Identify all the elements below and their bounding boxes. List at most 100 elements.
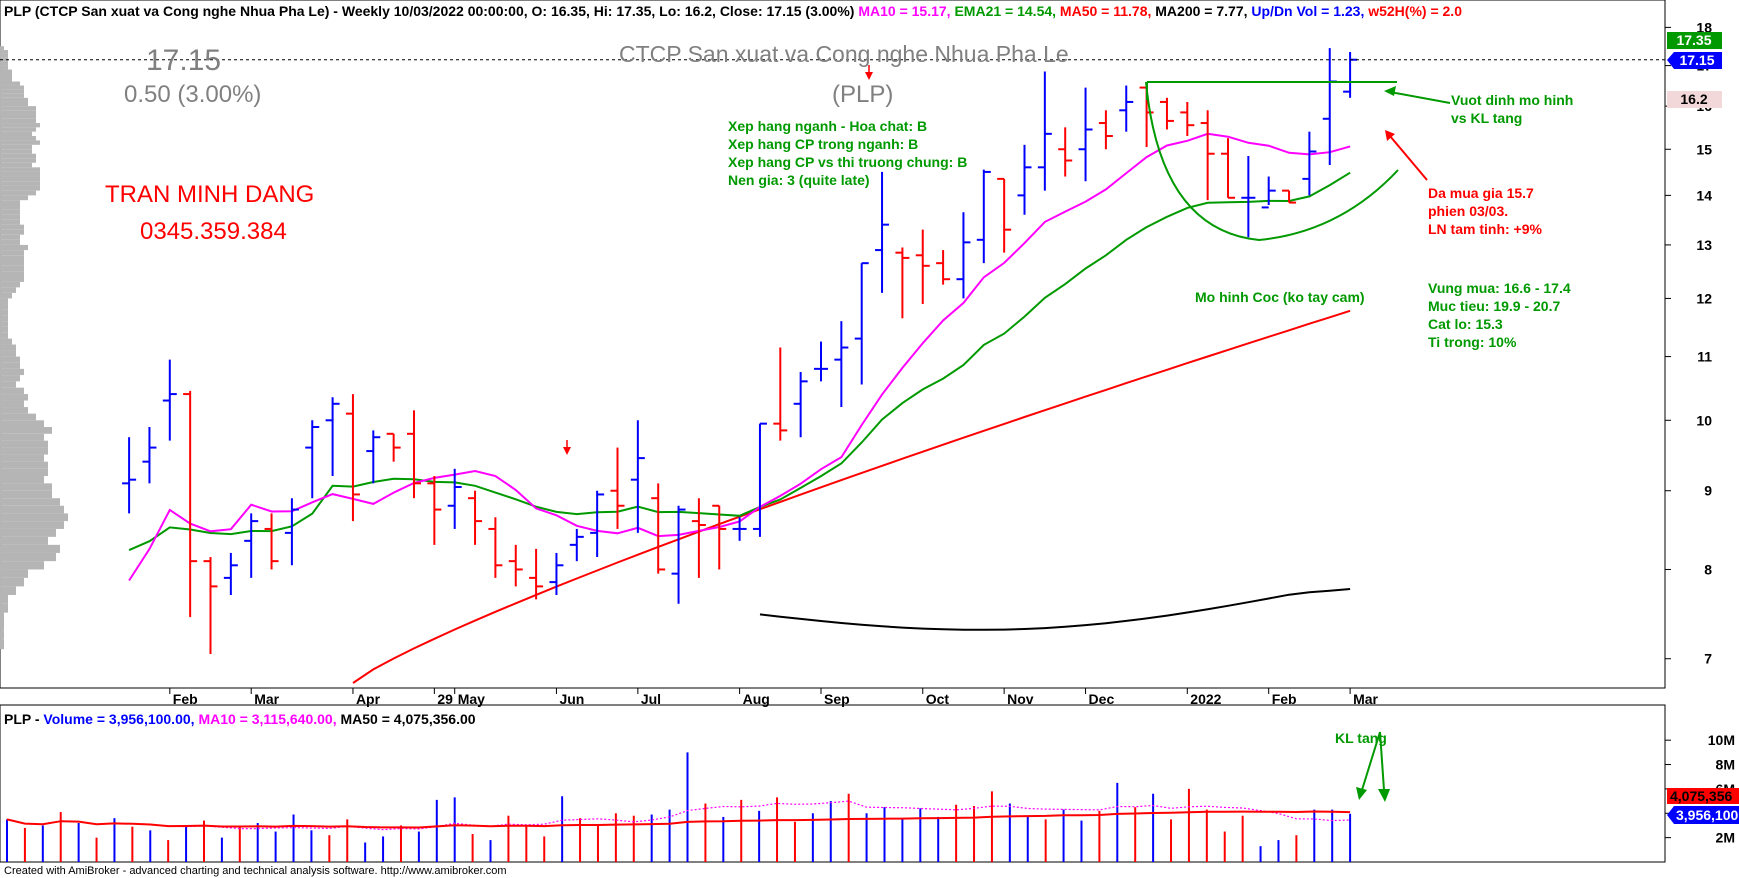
breakout-line: vs KL tang (1451, 110, 1522, 126)
volume-profile-bin (0, 214, 20, 220)
volume-profile-bin (0, 350, 16, 357)
x-tick-label: Mar (254, 691, 279, 707)
vol-ma50-label-bg (1667, 788, 1739, 804)
plan-line: Ti trong: 10% (1428, 334, 1517, 350)
volume-panel-frame (0, 704, 1666, 863)
bought-annotation: Da mua gia 15.7 phien 03/03. LN tam tinh… (1428, 185, 1543, 237)
volume-profile-bin (0, 229, 24, 235)
volume-ma50-line (6, 810, 1351, 829)
author-phone: 0345.359.384 (140, 218, 287, 245)
volume-profile-bin (0, 101, 28, 107)
cup-arc (1145, 81, 1399, 242)
pattern-annotation: Mo hinh Coc (ko tay cam) (1195, 289, 1365, 305)
volume-profile-bin (0, 260, 24, 266)
price-x-axis: Feb Mar Apr 29 May Jun Jul Aug Sep Oct Nov Dec 2022 F… (169, 688, 1379, 707)
volume-profile-bin (0, 454, 44, 462)
ticker-overlay: (PLP) (832, 81, 893, 108)
volume-profile-bin (0, 265, 24, 272)
plan-annotation: Vung mua: 16.6 - 17.4 Muc tieu: 19.9 - 2… (1428, 280, 1571, 350)
volume-profile-bin (0, 149, 32, 154)
volume-profile-bin (0, 93, 24, 98)
volume-profile-bin (0, 255, 24, 261)
volume-profile-bin (0, 73, 12, 78)
volume-profile-bin (0, 50, 8, 54)
volume-profile-bin (0, 447, 48, 455)
breakout-arrow (1389, 91, 1451, 104)
volume-profile-bin (0, 89, 24, 94)
bought-arrowhead (1385, 130, 1395, 141)
vol-label: 3,956,100 (1676, 807, 1738, 823)
y-tick-label: 8 (1704, 561, 1712, 577)
volume-profile-bin (0, 200, 20, 205)
volume-profile-bin (0, 362, 20, 369)
bought-line: phien 03/03. (1428, 203, 1508, 219)
volume-profile-bin (0, 407, 28, 414)
volume-profile-bin (0, 639, 4, 650)
plan-line: Cat lo: 15.3 (1428, 316, 1503, 332)
volume-ma10-line (6, 800, 1351, 831)
high-price-label: 17.35 (1676, 32, 1711, 48)
y-tick-label: 9 (1704, 483, 1712, 499)
vol-arrowhead-2 (1378, 789, 1390, 802)
y-tick-label: 13 (1696, 237, 1712, 253)
volume-profile-bin (0, 158, 36, 163)
x-tick-label: Mar (1353, 691, 1378, 707)
volume-profile-bin (0, 131, 32, 137)
volume-profile-bin (0, 162, 32, 168)
header-volume-line: PLP - Volume = 3,956,100.00, MA10 = 3,11… (4, 711, 476, 727)
bought-line: LN tam tinh: +9% (1428, 221, 1543, 237)
y-tick-label: 7 (1704, 651, 1712, 667)
volume-profile-bin (0, 577, 24, 587)
company-name-overlay: CTCP San xuat va Cong nghe Nhua Pha Le (619, 41, 1069, 67)
volume-profile-bin (0, 167, 40, 172)
y-tick-label: 12 (1696, 290, 1712, 306)
rating-line: Nen gia: 3 (quite late) (728, 172, 870, 188)
vol-ma50-label: 4,075,356 (1670, 788, 1732, 804)
volume-profile-bin (0, 234, 20, 240)
volume-profile-bin (0, 338, 12, 345)
volume-profile-bin (0, 413, 36, 421)
ema21-line (128, 171, 1351, 552)
x-tick-label: 29 (437, 691, 453, 707)
plan-line: Muc tieu: 19.9 - 20.7 (1428, 298, 1560, 314)
volume-profile-bin (0, 476, 44, 484)
volume-profile-bin (0, 69, 12, 74)
volume-profile-bin (0, 185, 40, 191)
low-price-label: 16.2 (1680, 91, 1707, 107)
volume-profile-bin (0, 46, 4, 51)
change-overlay: 0.50 (3.00%) (124, 81, 261, 108)
bought-arrow (1389, 135, 1428, 181)
volume-profile-bin (0, 394, 28, 401)
y-tick-label: 11 (1697, 349, 1712, 365)
volume-profile-bin (0, 250, 24, 256)
volume-profile-bin (0, 528, 56, 537)
volume-profile-bin (0, 603, 8, 613)
vol-arrow-2 (1379, 731, 1385, 791)
volume-profile-bin (0, 595, 8, 604)
volume-profile-bin (0, 110, 36, 115)
volume-profile-bin (0, 344, 16, 351)
volume-profile-bin (0, 315, 8, 322)
x-tick-label: May (458, 691, 485, 707)
volume-annotation: KL tang (1335, 730, 1387, 746)
volume-profile-bin (0, 171, 40, 177)
vol-arrow-1 (1361, 731, 1381, 791)
volume-profile-bin (0, 85, 24, 90)
y-tick-label: 18 (1696, 19, 1712, 35)
volume-profile-bin (0, 356, 20, 363)
close-price-label-bg (1667, 52, 1722, 69)
volume-profile-bin (0, 326, 8, 333)
rating-line: Xep hang CP trong nganh: B (728, 136, 918, 152)
breakout-line: Vuot dinh mo hinh (1451, 92, 1573, 108)
volume-profile-bin (0, 498, 60, 506)
ma50-line (352, 309, 1351, 684)
volume-profile-bin (0, 244, 28, 251)
volume-profile-bin (0, 298, 8, 305)
x-tick-label: Sep (824, 691, 850, 707)
y-tick-label: 14 (1696, 187, 1712, 203)
header-price-line: PLP (CTCP San xuat va Cong nghe Nhua Pha… (4, 3, 1462, 19)
volume-profile-bin (0, 536, 48, 545)
x-tick-label: Dec (1089, 691, 1115, 707)
last-price-overlay: 17.15 (146, 44, 221, 77)
volume-profile-bin (0, 204, 20, 210)
